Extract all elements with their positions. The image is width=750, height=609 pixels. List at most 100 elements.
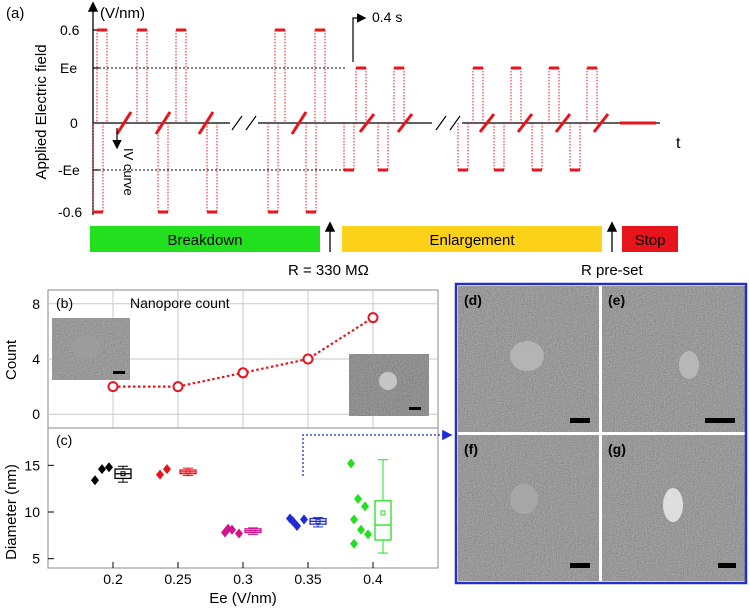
ytick-label-ee: Ee (60, 60, 77, 76)
scale-bar (718, 563, 736, 568)
panel-b-plot (107, 312, 379, 393)
iv-ramp (290, 111, 308, 135)
connector-arrow (302, 429, 453, 476)
inset-image-left (52, 318, 130, 380)
scale-bar (705, 418, 735, 423)
y-axis-title: Applied Electric field (33, 44, 50, 179)
panel-c-xticks: 0.2 0.25 0.3 0.35 0.4 (103, 562, 383, 587)
tem-image-e: (e) (602, 286, 745, 432)
scale-bar (570, 418, 590, 423)
panel-b-ylabel: Count (3, 339, 20, 380)
tem-image-grid: (d) (e) (f) (g) (454, 282, 748, 585)
diameter-point (357, 524, 365, 535)
box-mean (250, 528, 256, 534)
tem-image-f: (f) (458, 435, 599, 581)
box-mean (315, 518, 321, 524)
resistance-label: R = 330 MΩ (288, 262, 369, 279)
diameter-point (300, 514, 308, 525)
panel-c-xtick-label: 0.4 (363, 571, 383, 587)
count-point (107, 381, 119, 393)
box-body (374, 500, 392, 541)
image-label-f: (f) (464, 441, 478, 457)
axis-break-a (231, 115, 243, 131)
diameter-point (163, 464, 171, 475)
panel-c-frame (47, 427, 439, 569)
image-grid-border (454, 282, 748, 585)
enlargement-label: Enlargement (429, 232, 515, 249)
panel-c-ytick-label: 10 (24, 504, 40, 520)
diameter-point (235, 528, 243, 539)
count-point (367, 312, 379, 324)
box-mean (380, 510, 386, 516)
diameter-point (347, 458, 355, 469)
duration-arrow (352, 13, 367, 62)
breakdown-label: Breakdown (167, 232, 242, 249)
axis-break-d (449, 115, 461, 131)
iv-ramp (358, 113, 376, 133)
time-axis-label: t (676, 135, 681, 152)
ytick-label-minus-0-6: -0.6 (58, 204, 82, 220)
panel-b-ytick-label: 8 (32, 296, 40, 312)
box-mean (185, 469, 191, 475)
panel-b-ytick-label: 0 (32, 406, 40, 422)
panel-a: (a) (V/nm) Applied Electric field 0.6 Ee… (6, 1, 681, 279)
pulse-train (92, 28, 656, 214)
panel-b-yticks: 0 4 8 (32, 296, 40, 422)
iv-ramp (115, 111, 133, 135)
panel-c-ylabel: Diameter (nm) (3, 464, 20, 560)
enlargement-bar (342, 226, 602, 252)
panel-c-plot (91, 458, 392, 554)
panel-c-xtick-label: 0.35 (294, 571, 321, 587)
iv-ramp (592, 113, 610, 133)
image-label-e: (e) (608, 292, 625, 308)
diameter-point (98, 464, 106, 475)
panel-b-title: Nanopore count (130, 295, 230, 311)
scale-bar (113, 371, 125, 374)
panel-c-xtick-label: 0.3 (233, 571, 253, 587)
panel-c-yticks: 5 10 15 (24, 457, 54, 567)
diameter-point (224, 523, 232, 534)
y-unit: (V/nm) (100, 5, 145, 22)
scale-bar (409, 407, 421, 410)
stop-label: Stop (635, 232, 666, 249)
inset-image-right (349, 354, 429, 416)
panel-c-ytick-label: 5 (32, 551, 40, 567)
tem-image-d: (d) (458, 286, 599, 432)
axis-break-b (245, 115, 257, 131)
diameter-point (350, 538, 358, 549)
image-label-d: (d) (464, 292, 482, 308)
count-point (172, 381, 184, 393)
ytick-label-zero: 0 (70, 115, 78, 131)
duration-label: 0.4 s (372, 9, 402, 25)
scale-bar (570, 563, 590, 568)
ytick-label-0-6: 0.6 (60, 22, 80, 38)
iv-ramp (154, 111, 172, 135)
stop-bar (622, 226, 678, 252)
panel-c-xlabel: Ee (V/nm) (209, 590, 277, 607)
count-point (302, 353, 314, 365)
diameter-point (364, 529, 372, 540)
diameter-point (361, 501, 369, 512)
preset-label: R pre-set (581, 262, 644, 279)
panel-c-label: (c) (56, 432, 72, 448)
box-mean (120, 471, 126, 477)
diameter-point (289, 516, 297, 527)
ytick-label-minus-ee: -Ee (58, 162, 80, 178)
diameter-point (350, 514, 358, 525)
iv-ramp (516, 113, 534, 133)
diameter-point (105, 462, 113, 473)
iv-ramp (396, 113, 414, 133)
image-label-g: (g) (608, 441, 626, 457)
breakdown-bar (90, 226, 320, 252)
iv-curve-label: IV curve (121, 148, 136, 196)
iv-ramp (554, 113, 572, 133)
diameter-point (156, 469, 164, 480)
panel-a-label: (a) (6, 5, 24, 22)
panel-c-xtick-label: 0.2 (103, 571, 123, 587)
count-point (237, 367, 249, 379)
iv-ramp (478, 113, 496, 133)
panel-c-xtick-label: 0.25 (164, 571, 191, 587)
axis-break-c (435, 115, 447, 131)
panel-b-label: (b) (56, 295, 73, 311)
